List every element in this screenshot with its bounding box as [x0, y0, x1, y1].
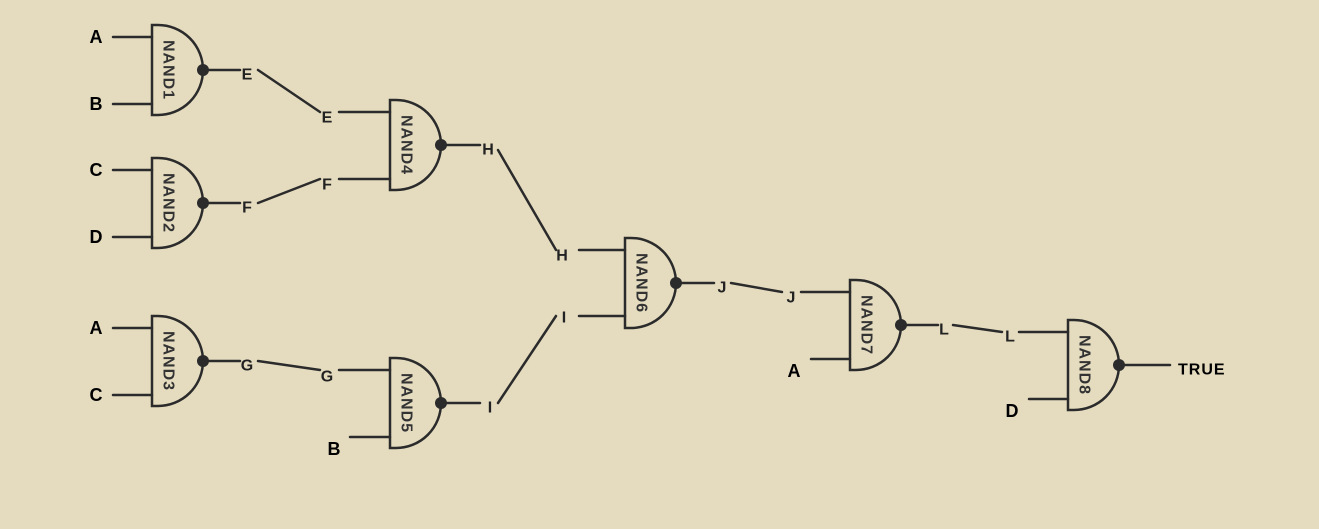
input-label: C — [90, 385, 103, 405]
wire-label: H — [556, 248, 568, 265]
wire-label: G — [241, 358, 253, 375]
input-label: A — [90, 318, 103, 338]
gate-label: NAND6 — [633, 253, 650, 313]
gate-label: NAND2 — [160, 173, 177, 233]
nand-circuit-diagram: NAND1 NAND2 NAND3 NAND4 NAND5 NAND6 NAND7 NAND8… — [0, 0, 1319, 529]
wire-label: L — [1005, 329, 1015, 346]
gate-label: NAND3 — [160, 331, 177, 391]
wire-label: E — [322, 110, 333, 127]
gate-label: NAND1 — [160, 40, 177, 100]
wire-label: J — [718, 280, 727, 297]
wire-label: L — [939, 322, 949, 339]
input-label: D — [1006, 401, 1019, 421]
wire-label: I — [562, 310, 566, 327]
wire-label: H — [482, 142, 494, 159]
input-label: B — [90, 94, 103, 114]
input-label: C — [90, 160, 103, 180]
wire-label: E — [242, 67, 253, 84]
input-label: D — [90, 227, 103, 247]
gate-label: NAND4 — [398, 115, 415, 175]
input-label: B — [328, 439, 341, 459]
gate-label: NAND7 — [858, 295, 875, 355]
wire-label: I — [488, 400, 492, 417]
output-label: TRUE — [1178, 362, 1226, 379]
wire-label: F — [242, 200, 252, 217]
wire-label: J — [787, 290, 796, 307]
wire-label: G — [321, 369, 333, 386]
gate-label: NAND8 — [1076, 335, 1093, 395]
input-label: A — [90, 27, 103, 47]
wire-label: F — [322, 177, 332, 194]
input-label: A — [788, 361, 801, 381]
gate-label: NAND5 — [398, 373, 415, 433]
diagram-background — [0, 0, 1319, 529]
